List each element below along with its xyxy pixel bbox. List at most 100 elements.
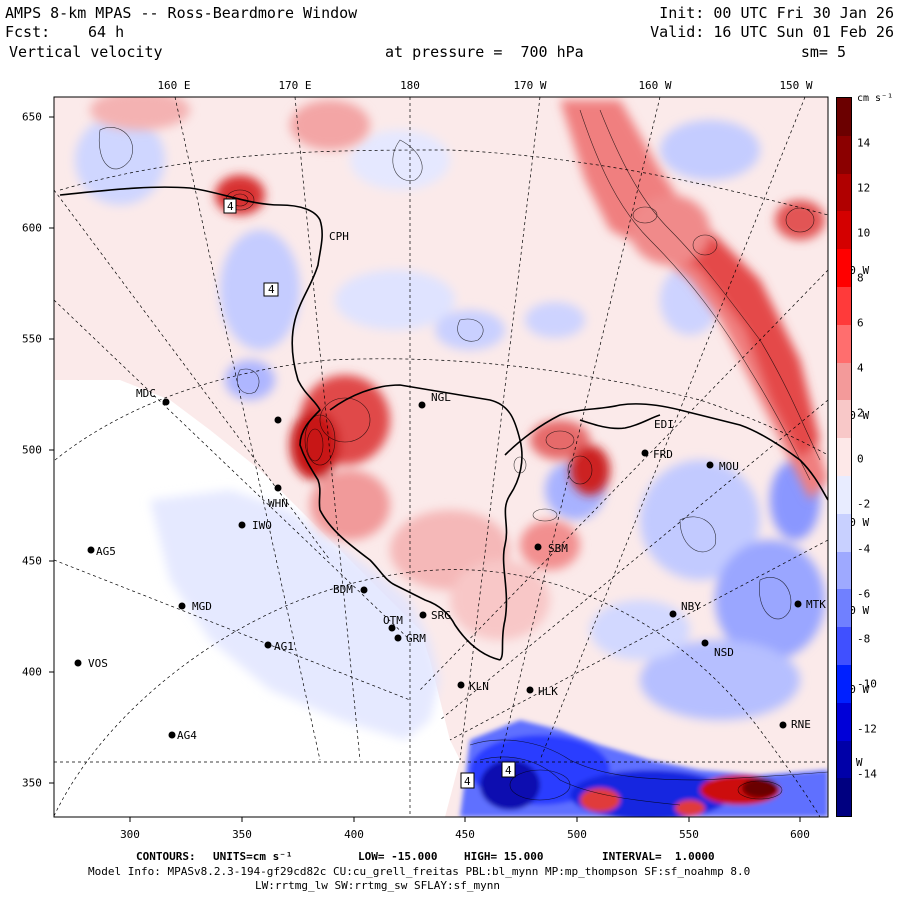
colorbar-swatch: [837, 740, 851, 779]
colorbar-swatch: [837, 135, 851, 174]
model-info: Model Info: MPASv8.2.3-194-gf29cd82c CU:…: [88, 865, 751, 878]
station-label: SRG: [431, 609, 451, 622]
colorbar-unit: cm s⁻¹: [857, 93, 894, 104]
station-label: VOS: [88, 657, 108, 670]
station-label: KLN: [469, 680, 489, 693]
lon-label: 120 W: [836, 516, 870, 529]
top-lon-label: 160 W: [638, 79, 672, 92]
station-label: NBY: [681, 600, 701, 613]
top-lon-label: 170 W: [513, 79, 547, 92]
box-label: 4: [464, 775, 471, 788]
station-label: SBM: [548, 542, 568, 555]
x-tick-label: 450: [455, 828, 475, 841]
map-frame: [53, 96, 829, 818]
colorbar-swatch: [837, 589, 851, 628]
map-title: AMPS 8-km MPAS -- Ross-Beardmore Window: [5, 4, 358, 22]
colorbar-tick-label: 2: [857, 406, 864, 420]
station-label: NSD: [714, 646, 734, 659]
top-lon-label: 160 E: [157, 79, 191, 92]
box-label: 4: [505, 764, 512, 777]
station-label: GRM: [406, 632, 426, 645]
station-label: RNE: [791, 718, 811, 731]
colorbar-tick-label: 8: [857, 271, 864, 285]
pressure-level: at pressure = 700 hPa: [385, 43, 584, 61]
station-label: OTM: [383, 614, 403, 627]
valid-time: Valid: 16 UTC Sun 01 Feb 26: [650, 23, 894, 41]
field-name: Vertical velocity: [9, 43, 163, 61]
contours-label: CONTOURS:: [136, 850, 196, 863]
station-label: IWO: [252, 519, 272, 532]
top-lon-label: 170 E: [278, 79, 312, 92]
colorbar-tick-label: 6: [857, 316, 864, 330]
colorbar-swatch: [837, 702, 851, 741]
vertical-velocity-field: [54, 97, 828, 817]
station-label: WHN: [268, 497, 288, 510]
y-tick-label: 350: [22, 776, 42, 790]
box-label: 4: [227, 200, 234, 213]
forecast-label: Fcst:: [5, 23, 51, 41]
lon-label: 130 W: [836, 409, 870, 422]
station-label: MDC: [136, 387, 156, 400]
y-tick-label: 450: [22, 554, 42, 568]
y-tick-label: 500: [22, 443, 42, 457]
station-label: MTK: [806, 598, 826, 611]
colorbar-swatch: [837, 551, 851, 590]
colorbar-tick-label: -12: [857, 722, 877, 736]
x-tick-label: 350: [232, 828, 252, 841]
station-label: HLK: [538, 685, 558, 698]
colorbar-swatch: [837, 778, 851, 817]
station-markers: [74, 398, 802, 739]
lon-label: 140 W: [836, 264, 870, 277]
contours-low: LOW= -15.000: [358, 850, 438, 863]
top-lon-label: 150 W: [779, 79, 813, 92]
y-tick-label: 600: [22, 221, 42, 235]
colorbar-swatch: [837, 324, 851, 363]
colorbar-swatch: [837, 98, 851, 136]
top-lon-label: 180: [400, 79, 420, 92]
colorbar: [836, 97, 852, 817]
colorbar-swatch: [837, 249, 851, 287]
colorbar-tick-label: 14: [857, 136, 871, 150]
x-tick-label: 400: [344, 828, 364, 841]
station-label: NGL: [431, 391, 451, 404]
colorbar-tick-label: -14: [857, 767, 877, 781]
station-label: EDI: [654, 418, 674, 431]
colorbar-tick-label: -4: [857, 542, 871, 556]
station-label: AG5: [96, 545, 116, 558]
colorbar-swatch: [837, 664, 851, 703]
x-tick-label: 600: [790, 828, 810, 841]
x-tick-label: 550: [679, 828, 699, 841]
colorbar-swatch: [837, 173, 851, 212]
colorbar-tick-label: -6: [857, 587, 871, 601]
graticule: [54, 97, 828, 817]
box-label: 4: [268, 283, 275, 296]
contours-high: HIGH= 15.000: [464, 850, 544, 863]
colorbar-swatch: [837, 286, 851, 325]
lon-label: 100 W: [836, 683, 870, 696]
x-tick-label: 300: [120, 828, 140, 841]
colorbar-tick-label: 10: [857, 226, 871, 240]
colorbar-tick-label: -10: [857, 677, 877, 691]
colorbar-swatch: [837, 438, 851, 476]
y-tick-label: 650: [22, 110, 42, 124]
colorbar-swatch: [837, 400, 851, 439]
y-tick-label: 400: [22, 665, 42, 679]
station-label: AG4: [177, 729, 197, 742]
colorbar-tick-label: -2: [857, 497, 871, 511]
lon-label: 110 W: [836, 604, 870, 617]
smoothing-value: sm= 5: [800, 43, 846, 61]
colorbar-tick-label: -8: [857, 632, 871, 646]
colorbar-tick-label: 0: [857, 452, 864, 465]
station-label: MGD: [192, 600, 212, 613]
colorbar-swatch: [837, 513, 851, 552]
colorbar-tick-label: 12: [857, 181, 871, 195]
station-label: MOU: [719, 460, 739, 473]
station-label: BDM: [333, 583, 353, 596]
y-tick-label: 550: [22, 332, 42, 346]
contours-interval: INTERVAL= 1.0000: [602, 850, 715, 863]
colorbar-swatch: [837, 627, 851, 665]
station-label: CPH: [329, 230, 349, 243]
colorbar-tick-label: 4: [857, 361, 864, 375]
contours-units: UNITS=cm s⁻¹: [213, 850, 293, 863]
